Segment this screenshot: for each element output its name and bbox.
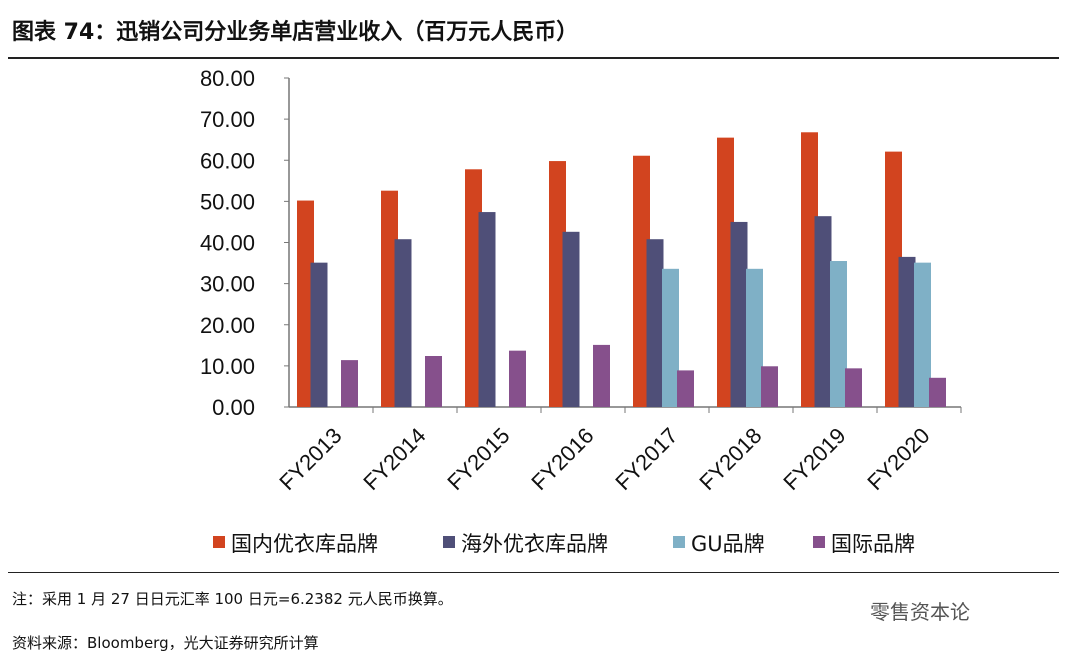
y-tick-label: 20.00: [200, 313, 255, 338]
x-tick-label: FY2016: [526, 423, 598, 495]
note-text: 注：采用 1 月 27 日日元汇率 100 日元=6.2382 元人民币换算。: [12, 590, 453, 608]
watermark: 零售资本论: [870, 600, 970, 624]
bar-FY2016-1: [562, 231, 580, 407]
y-tick-label: 10.00: [200, 354, 255, 379]
y-tick-label: 60.00: [200, 148, 255, 173]
bar-FY2015-3: [509, 350, 526, 407]
y-tick-label: 40.00: [200, 231, 255, 256]
bar-FY2017-3: [677, 370, 694, 407]
bar-FY2017-0: [633, 155, 650, 407]
legend-label: 国际品牌: [831, 532, 915, 556]
bar-FY2019-0: [801, 132, 818, 407]
bar-FY2020-2: [914, 262, 931, 407]
bar-FY2013-0: [297, 200, 314, 407]
legend-swatch: [213, 536, 225, 548]
bar-FY2020-1: [898, 256, 916, 407]
x-tick-label: FY2014: [358, 423, 430, 495]
bar-FY2019-3: [845, 368, 862, 407]
bar-FY2018-2: [746, 268, 763, 407]
bar-FY2013-1: [310, 262, 328, 407]
bar-FY2016-3: [593, 344, 610, 407]
bar-FY2018-3: [761, 366, 778, 407]
bar-FY2014-1: [394, 239, 412, 407]
legend-swatch: [443, 536, 455, 548]
bar-FY2018-0: [717, 137, 734, 407]
bar-FY2013-3: [341, 360, 358, 407]
bar-chart: 0.00 10.00 20.00 30.00 40.00 50.00 60.00 70.00 8…: [200, 66, 962, 556]
x-tick-label: FY2017: [610, 423, 682, 495]
x-tick-label: FY2020: [862, 423, 934, 495]
chart-title: 图表 74：迅销公司分业务单店营业收入（百万元人民币）: [12, 20, 579, 45]
bar-FY2019-2: [830, 261, 847, 407]
bar-FY2015-1: [478, 212, 496, 407]
x-tick-label: FY2013: [274, 423, 346, 495]
bar-FY2019-1: [814, 216, 832, 407]
legend-label: GU品牌: [691, 532, 765, 556]
legend-label: 国内优衣库品牌: [231, 532, 378, 556]
y-tick-label: 30.00: [200, 272, 255, 297]
top-rule: [8, 57, 1059, 59]
y-tick-label: 0.00: [212, 395, 255, 420]
x-tick-label: FY2018: [694, 423, 766, 495]
legend-label: 海外优衣库品牌: [461, 532, 608, 556]
bar-FY2014-0: [381, 190, 398, 407]
bar-FY2018-1: [730, 221, 748, 407]
x-tick-label: FY2019: [778, 423, 850, 495]
source-text: 资料来源：Bloomberg，光大证券研究所计算: [12, 634, 319, 652]
bar-FY2016-0: [549, 161, 566, 407]
bar-FY2017-2: [662, 268, 679, 407]
bar-FY2017-1: [646, 239, 664, 407]
legend-swatch: [813, 536, 825, 548]
bar-FY2020-3: [929, 377, 946, 407]
x-tick-label: FY2015: [442, 423, 514, 495]
y-tick-label: 50.00: [200, 189, 255, 214]
bar-FY2020-0: [885, 151, 902, 407]
y-tick-label: 80.00: [200, 66, 255, 91]
bar-FY2014-3: [425, 356, 442, 407]
legend-swatch: [673, 536, 685, 548]
bottom-rule: [8, 572, 1059, 573]
y-tick-label: 70.00: [200, 107, 255, 132]
bar-FY2015-0: [465, 169, 482, 407]
